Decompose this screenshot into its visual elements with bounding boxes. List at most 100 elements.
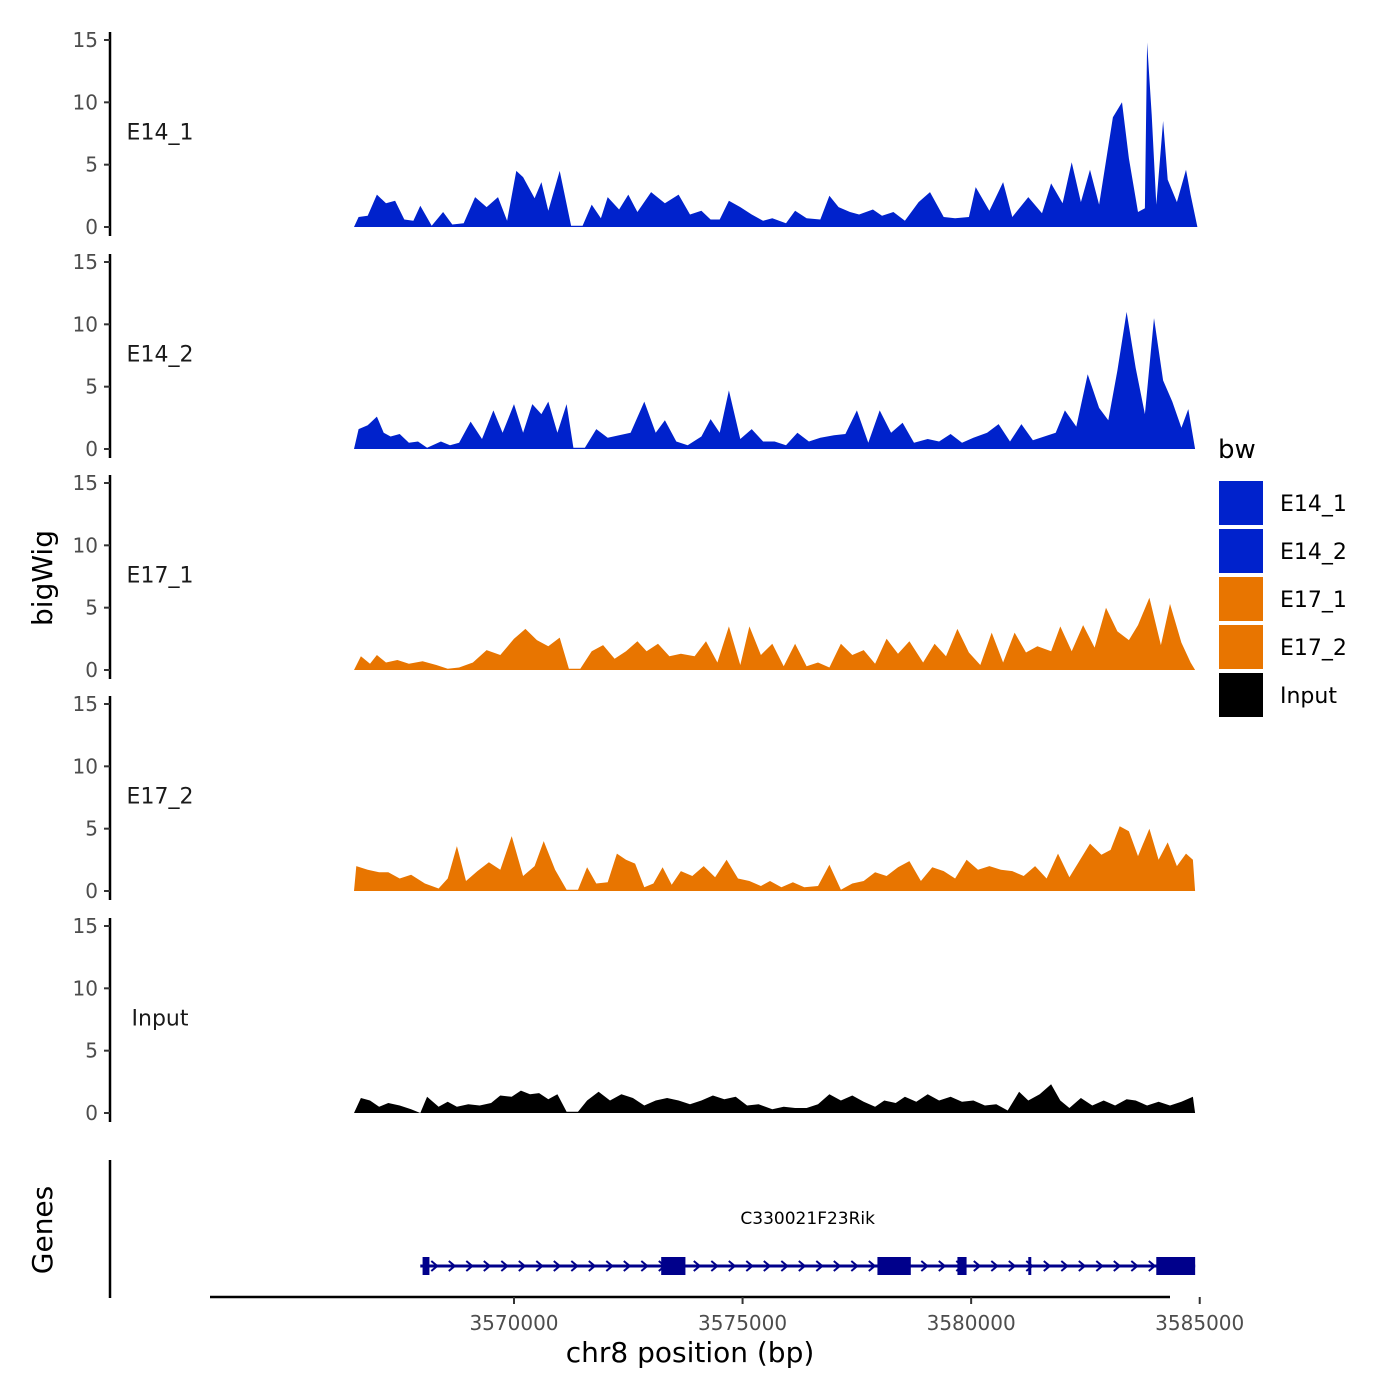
y-tick-label: 5: [85, 596, 98, 620]
track-E17_1: 0 5 10 15 E17_1: [73, 471, 1196, 682]
y-tick-label: 15: [73, 914, 98, 938]
strand-arrow: [728, 1260, 737, 1272]
track-E17_2: 0 5 10 15 E17_2: [73, 692, 1196, 903]
strand-arrow: [1008, 1260, 1017, 1272]
y-tick-label: 15: [73, 471, 98, 495]
x-axis: 3570000 3575000 3580000 3585000: [210, 1295, 1244, 1335]
strand-arrow: [850, 1260, 859, 1272]
y-tick-label: 10: [73, 754, 98, 778]
strand-arrow: [763, 1260, 772, 1272]
strand-arrow: [990, 1260, 999, 1272]
strand-arrow: [693, 1260, 702, 1272]
strand-arrow: [535, 1260, 544, 1272]
legend-key-E17_1: [1217, 575, 1265, 623]
legend-key-E17_2: [1217, 623, 1265, 671]
strand-arrow: [815, 1260, 824, 1272]
y-tick-label: 0: [85, 879, 98, 903]
strand-arrow: [500, 1260, 509, 1272]
legend-label-E17_2: E17_2: [1280, 636, 1347, 661]
x-tick-label: 3575000: [698, 1311, 787, 1335]
strand-arrow: [1078, 1260, 1087, 1272]
y-tick-label: 0: [85, 437, 98, 461]
y-tick-label: 15: [73, 28, 98, 52]
legend-key-E14_1: [1217, 479, 1265, 527]
track-E14_1: 0 5 10 15 E14_1: [73, 28, 1198, 239]
y-tick-label: 10: [73, 533, 98, 557]
gene-C330021F23Rik: C330021F23Rik: [420, 1209, 1196, 1275]
y-tick-label: 5: [85, 817, 98, 841]
strand-arrow: [1043, 1260, 1052, 1272]
strand-arrow: [1113, 1260, 1122, 1272]
track-label-E17_1: E17_1: [127, 564, 194, 589]
strand-arrow: [640, 1260, 649, 1272]
strand-arrow: [938, 1260, 947, 1272]
strand-arrow: [570, 1260, 579, 1272]
signal-area-Input: [354, 1084, 1196, 1113]
x-tick-label: 3580000: [927, 1311, 1016, 1335]
track-E14_2: 0 5 10 15 E14_2: [73, 250, 1196, 461]
legend-label-E17_1: E17_1: [1280, 588, 1347, 613]
legend: bw E14_1 E14_2 E17_1 E17_2 Input: [1217, 435, 1347, 719]
strand-arrow: [1060, 1260, 1069, 1272]
legend-title: bw: [1218, 435, 1256, 465]
y-tick-label: 0: [85, 658, 98, 682]
signal-area-E14_1: [354, 42, 1198, 227]
y-tick-label: 5: [85, 375, 98, 399]
strand-arrow: [623, 1260, 632, 1272]
strand-arrow: [798, 1260, 807, 1272]
legend-label-Input: Input: [1280, 684, 1337, 709]
signal-area-E17_2: [354, 826, 1196, 891]
genes-layer: C330021F23Rik: [108, 1160, 1196, 1298]
strand-arrow: [518, 1260, 527, 1272]
strand-arrow: [483, 1260, 492, 1272]
gene-exon: [661, 1257, 686, 1275]
gene-exon: [957, 1257, 967, 1275]
track-label-E14_2: E14_2: [127, 343, 194, 368]
y-tick-label: 15: [73, 250, 98, 274]
y-tick-label: 0: [85, 215, 98, 239]
tracks-layer: 0 5 10 15 E14_1 0 5 10 15 E14_2 0 5 10 15 E17_1 0 5 10 15 E…: [73, 28, 1198, 1125]
track-label-E14_1: E14_1: [127, 121, 194, 146]
strand-arrow: [1095, 1260, 1104, 1272]
strand-arrow: [833, 1260, 842, 1272]
strand-arrow: [973, 1260, 982, 1272]
track-label-E17_2: E17_2: [127, 785, 194, 810]
gene-exon: [877, 1257, 911, 1275]
signal-area-E14_2: [354, 311, 1196, 449]
y-axis-title: bigWig: [26, 530, 59, 626]
legend-label-E14_2: E14_2: [1280, 540, 1347, 565]
strand-arrow: [868, 1260, 877, 1272]
strand-arrow: [1130, 1260, 1139, 1272]
x-axis-title: chr8 position (bp): [566, 1336, 815, 1369]
x-tick-label: 3585000: [1155, 1311, 1244, 1335]
strand-arrow: [920, 1260, 929, 1272]
strand-arrow: [448, 1260, 457, 1272]
legend-key-E14_2: [1217, 527, 1265, 575]
legend-label-E14_1: E14_1: [1280, 492, 1347, 517]
track-Input: 0 5 10 15 Input: [73, 914, 1196, 1125]
y-tick-label: 0: [85, 1101, 98, 1125]
gene-exon: [1156, 1257, 1196, 1275]
y-tick-label: 5: [85, 1039, 98, 1063]
strand-arrow: [588, 1260, 597, 1272]
strand-arrow: [605, 1260, 614, 1272]
strand-arrow: [1148, 1260, 1157, 1272]
strand-arrow: [780, 1260, 789, 1272]
gene-exon: [1028, 1257, 1032, 1275]
strand-arrow: [553, 1260, 562, 1272]
gene-name-label: C330021F23Rik: [740, 1209, 875, 1229]
y-tick-label: 10: [73, 90, 98, 114]
strand-arrow: [710, 1260, 719, 1272]
x-tick-label: 3570000: [469, 1311, 558, 1335]
genes-track-title: Genes: [26, 1186, 59, 1274]
signal-area-E17_1: [354, 597, 1196, 670]
track-label-Input: Input: [132, 1007, 189, 1032]
y-tick-label: 10: [73, 312, 98, 336]
strand-arrow: [745, 1260, 754, 1272]
y-tick-label: 15: [73, 692, 98, 716]
y-tick-label: 5: [85, 153, 98, 177]
strand-arrow: [430, 1260, 439, 1272]
y-tick-label: 10: [73, 976, 98, 1000]
